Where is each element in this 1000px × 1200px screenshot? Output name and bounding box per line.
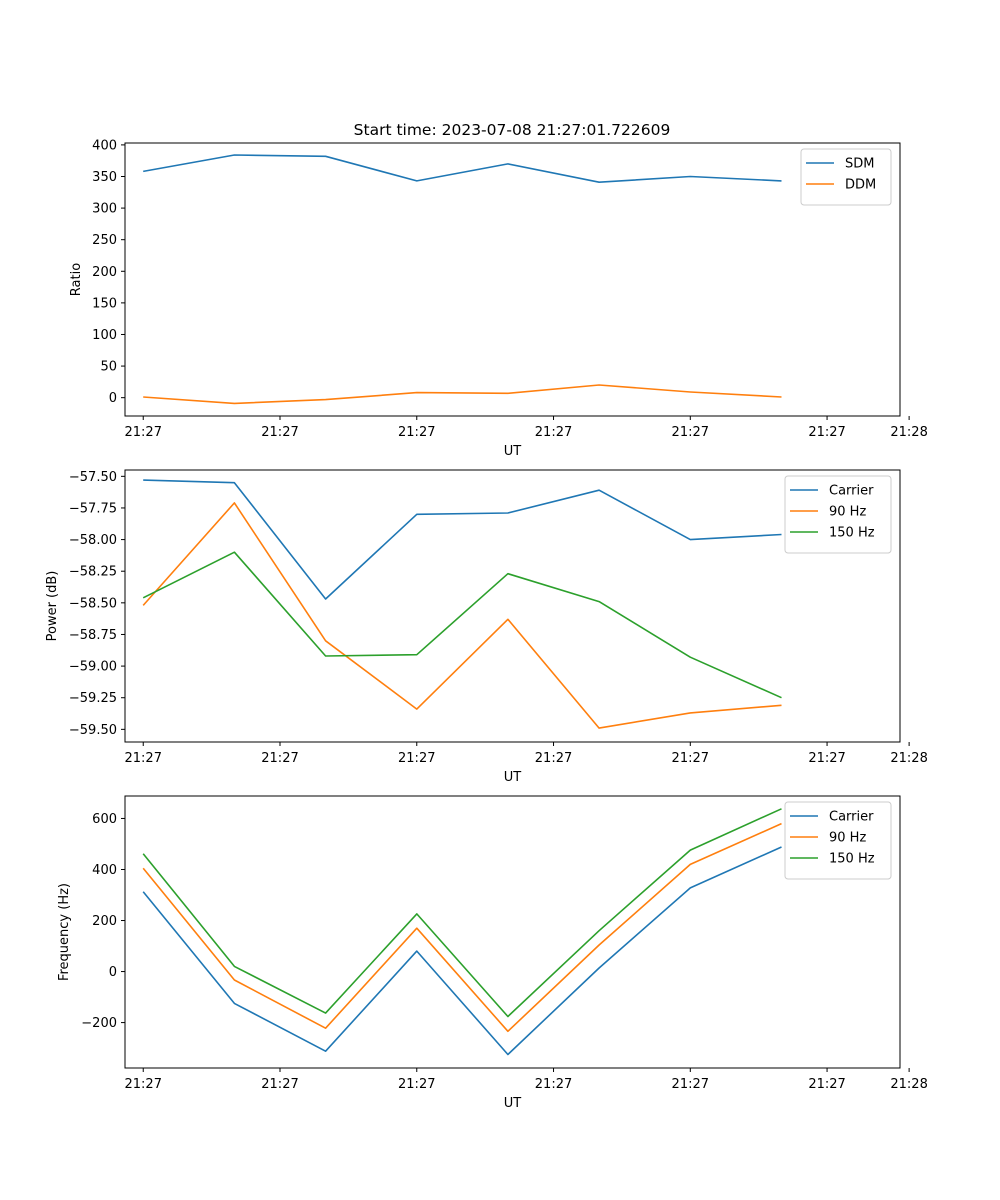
y-tick-label: 250 — [92, 233, 117, 248]
x-axis-label: UT — [504, 444, 522, 459]
x-tick-label: 21:27 — [672, 751, 709, 766]
x-tick-label: 21:27 — [808, 1077, 845, 1092]
x-tick-label: 21:27 — [261, 1077, 298, 1092]
y-tick-label: 400 — [92, 863, 117, 878]
legend-box — [784, 801, 892, 880]
x-axis-label: UT — [504, 770, 522, 785]
y-tick-label: 200 — [92, 265, 117, 280]
y-tick-label: 200 — [92, 914, 117, 929]
legend-label: 90 Hz — [829, 505, 866, 520]
y-tick-label: 300 — [92, 202, 117, 217]
axes-frame — [124, 142, 901, 417]
chart-panel-2: 21:27 21:27 21:27 21:27 21:27 21:27 21:28 −57.5… — [45, 469, 928, 785]
legend-label: 150 Hz — [829, 526, 875, 541]
y-axis-label: Power (dB) — [45, 571, 60, 642]
y-tick-label: −57.75 — [69, 501, 117, 516]
x-tick-label: 21:27 — [808, 425, 845, 440]
y-tick-label: 100 — [92, 328, 117, 343]
series-line-ddm — [143, 384, 782, 405]
y-tick-label: −200 — [81, 1016, 117, 1031]
y-tick-label: −59.00 — [69, 660, 117, 675]
legend-label: 90 Hz — [829, 831, 866, 846]
legend-label: 150 Hz — [829, 852, 875, 867]
y-tick-label: 400 — [92, 138, 117, 153]
series-line-150-hz — [142, 808, 782, 1018]
series-line-sdm — [143, 154, 782, 183]
chart-panel-3: 21:27 21:27 21:27 21:27 21:27 21:27 21:28 −200 0… — [57, 795, 928, 1111]
x-tick-label: 21:28 — [890, 751, 927, 766]
legend-label: SDM — [845, 157, 874, 172]
x-axis-label: UT — [504, 1096, 522, 1111]
legend-label: Carrier — [829, 484, 874, 499]
x-tick-label: 21:27 — [398, 1077, 435, 1092]
legend: SDM DDM — [800, 148, 892, 206]
x-tick-label: 21:27 — [125, 425, 162, 440]
y-tick-label: −57.50 — [69, 470, 117, 485]
axes-frame — [124, 469, 901, 743]
y-axis-label: Frequency (Hz) — [57, 883, 72, 981]
legend: Carrier 90 Hz 150 Hz — [784, 475, 892, 554]
x-tick-label: 21:27 — [535, 751, 572, 766]
y-tick-label: −58.25 — [69, 565, 117, 580]
x-tick-label: 21:27 — [261, 425, 298, 440]
x-tick-label: 21:27 — [125, 751, 162, 766]
x-tick-label: 21:27 — [672, 425, 709, 440]
series-line-90-hz — [142, 822, 782, 1033]
y-axis-label: Ratio — [69, 263, 84, 296]
series-line-carrier — [143, 479, 782, 600]
x-tick-label: 21:27 — [535, 1077, 572, 1092]
y-tick-label: 600 — [92, 812, 117, 827]
y-tick-label: −59.25 — [69, 691, 117, 706]
y-tick-label: 150 — [92, 296, 117, 311]
x-tick-label: 21:27 — [261, 751, 298, 766]
legend-box — [784, 475, 892, 554]
x-tick-label: 21:27 — [398, 751, 435, 766]
x-tick-label: 21:28 — [890, 425, 927, 440]
axes-frame — [124, 795, 901, 1069]
x-tick-label: 21:28 — [890, 1077, 927, 1092]
x-tick-label: 21:27 — [125, 1077, 162, 1092]
x-tick-label: 21:27 — [535, 425, 572, 440]
chart-panel-1: 21:27 21:27 21:27 21:27 21:27 21:27 21:28 0 50 10… — [69, 138, 928, 459]
y-tick-label: −58.75 — [69, 628, 117, 643]
y-tick-label: 0 — [109, 965, 117, 980]
series-line-150-hz — [142, 551, 782, 699]
series-line-90-hz — [142, 502, 782, 729]
x-tick-label: 21:27 — [398, 425, 435, 440]
x-tick-label: 21:27 — [672, 1077, 709, 1092]
legend: Carrier 90 Hz 150 Hz — [784, 801, 892, 880]
x-tick-label: 21:27 — [808, 751, 845, 766]
legend-label: Carrier — [829, 810, 874, 825]
y-tick-label: −59.50 — [69, 723, 117, 738]
y-tick-label: −58.50 — [69, 596, 117, 611]
y-tick-label: −58.00 — [69, 533, 117, 548]
series-line-carrier — [142, 846, 782, 1056]
y-tick-label: 0 — [109, 391, 117, 406]
y-tick-label: 50 — [100, 360, 117, 375]
y-tick-label: 350 — [92, 170, 117, 185]
figure-title: Start time: 2023-07-08 21:27:01.722609 — [354, 121, 671, 139]
legend-label: DDM — [845, 178, 876, 193]
